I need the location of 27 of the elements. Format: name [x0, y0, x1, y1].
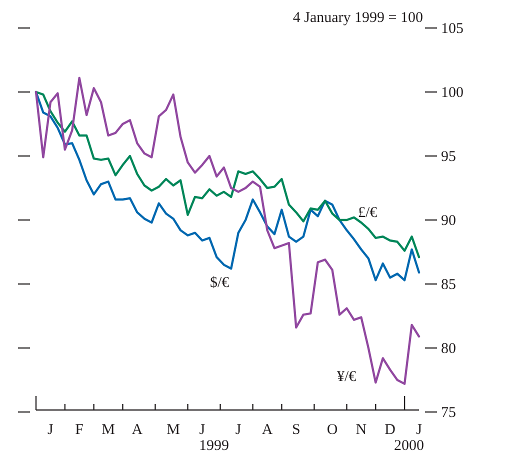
x-tick-label: M — [102, 422, 115, 438]
x-tick-label: S — [292, 422, 300, 438]
x-tick-label: A — [262, 422, 273, 438]
y-tick-label: 90 — [441, 213, 456, 229]
text: 1999 — [199, 438, 229, 454]
y-tick-label: 100 — [441, 85, 464, 101]
series-label: £/€ — [358, 205, 378, 221]
y-tick-label: 80 — [441, 341, 456, 357]
x-tick-label: A — [132, 422, 143, 438]
x-tick-label: J — [48, 422, 54, 438]
line-series — [34, 76, 420, 385]
text: 2000 — [394, 438, 424, 454]
text: 4 January 1999 = 100 — [292, 10, 423, 26]
x-tick-label: O — [326, 422, 338, 438]
y-tick-label: 85 — [441, 277, 456, 293]
x-tick-label: N — [356, 422, 367, 438]
x-tick-label: J — [235, 422, 242, 438]
x-tick-label: J — [416, 422, 422, 438]
series-label: $/€ — [210, 275, 230, 291]
y-tick-label: 75 — [441, 405, 456, 421]
x-tick-label: J — [199, 422, 206, 438]
x-tick-label: M — [166, 422, 180, 438]
y-tick-label: 105 — [441, 21, 464, 37]
y-tick-label: 95 — [441, 149, 456, 165]
series-label: ¥/€ — [337, 369, 357, 385]
x-tick-label: F — [75, 422, 84, 438]
x-tick-label: D — [384, 422, 396, 438]
